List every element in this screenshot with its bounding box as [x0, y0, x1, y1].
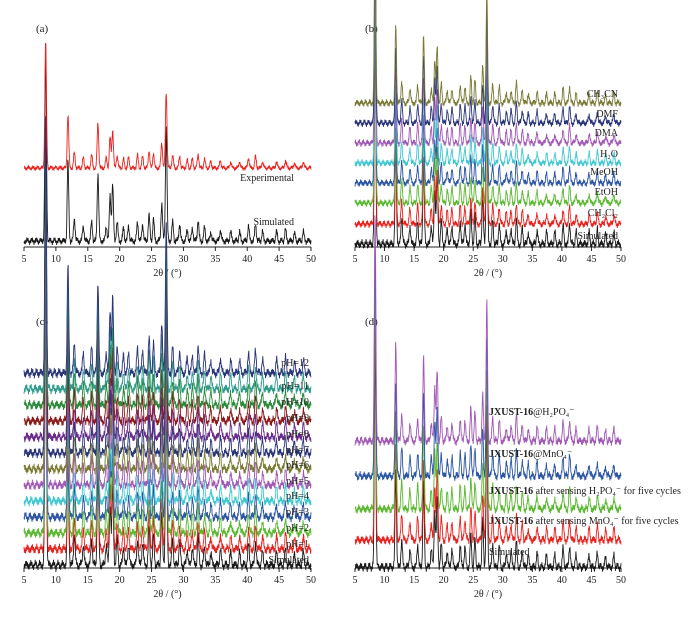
series-label: JXUST-16 after sensing H₂PO₄⁻ for five c… [489, 486, 681, 497]
series-line [354, 310, 622, 545]
x-tick-label: 10 [51, 575, 61, 586]
x-tick-label: 20 [439, 254, 449, 265]
series-label: JXUST-16@MnO₄⁻ [489, 449, 572, 460]
x-tick-label: 35 [527, 254, 537, 265]
series-label: pH=10 [281, 397, 309, 408]
panel-label: (a) [36, 23, 49, 35]
series-line [354, 281, 622, 515]
x-tick-label: 10 [380, 575, 390, 586]
series-label: pH=5 [286, 476, 309, 487]
series-label: pH=11 [282, 381, 310, 392]
series-line [23, 42, 312, 172]
series-line [354, 0, 622, 108]
series-label: pH=1 [286, 539, 309, 550]
x-tick-label: 15 [83, 254, 93, 265]
x-tick-label: 5 [22, 254, 27, 265]
x-tick-label: 15 [83, 575, 93, 586]
x-tick-label: 15 [409, 254, 419, 265]
series-line [354, 20, 622, 208]
x-tick-label: 45 [274, 575, 284, 586]
x-tick-label: 40 [242, 254, 252, 265]
series-label: Simulated [268, 555, 309, 566]
series-label: Experimental [240, 173, 294, 184]
series-label: CH₃CN [587, 89, 618, 100]
series-label: JXUST-16@H₂PO₄⁻ [489, 407, 575, 418]
series-line [354, 215, 622, 446]
x-tick-label: 50 [306, 254, 316, 265]
x-tick-label: 45 [274, 254, 284, 265]
series-label: pH=2 [286, 523, 309, 534]
series-label: JXUST-16 after sensing MnO₄⁻ for five cy… [489, 516, 679, 527]
series-label: MeOH [590, 167, 618, 178]
x-tick-label: 40 [557, 254, 567, 265]
series-label: Simulated [253, 217, 294, 228]
series-label: pH=7 [286, 445, 309, 456]
x-tick-label: 25 [468, 575, 478, 586]
series-line [354, 250, 622, 481]
x-tick-label: 20 [439, 575, 449, 586]
x-tick-label: 10 [380, 254, 390, 265]
x-tick-label: 15 [409, 575, 419, 586]
series-label: DMF [596, 109, 618, 120]
x-tick-label: 45 [586, 254, 596, 265]
x-tick-label: 10 [51, 254, 61, 265]
x-tick-label: 50 [616, 254, 626, 265]
x-tick-label: 25 [468, 254, 478, 265]
x-tick-label: 25 [147, 254, 157, 265]
series-line [354, 0, 622, 128]
series-line [354, 38, 622, 229]
x-axis-label: 2θ / (°) [153, 268, 181, 279]
series-line [354, 340, 622, 572]
panel-0: (a) 5 10 15 20 25 30 35 40 45 50 2θ / (°) Simulated E… [22, 23, 317, 279]
series-line [23, 52, 312, 246]
series-line [354, 0, 622, 147]
x-tick-label: 35 [527, 575, 537, 586]
x-tick-label: 50 [616, 575, 626, 586]
x-tick-label: 20 [115, 575, 125, 586]
series-label: Simulated [489, 547, 530, 558]
series-label: pH=8 [286, 429, 309, 440]
x-tick-label: 35 [210, 575, 220, 586]
x-axis-label: 2θ / (°) [474, 268, 502, 279]
x-tick-label: 30 [498, 254, 508, 265]
x-tick-label: 5 [353, 575, 358, 586]
series-label: pH=12 [281, 358, 309, 369]
series-label: H₂O [600, 149, 618, 160]
series-label: CH₂Cl₂ [588, 208, 618, 219]
series-line [354, 3, 622, 188]
x-tick-label: 40 [242, 575, 252, 586]
x-tick-label: 40 [557, 575, 567, 586]
x-tick-label: 35 [210, 254, 220, 265]
x-tick-label: 25 [147, 575, 157, 586]
series-label: pH=6 [286, 460, 309, 471]
series-line [23, 116, 312, 379]
series-label: pH=9 [286, 413, 309, 424]
series-label: EtOH [595, 187, 618, 198]
series-label: DMA [595, 128, 619, 139]
x-tick-label: 30 [498, 575, 508, 586]
x-tick-label: 5 [353, 254, 358, 265]
x-tick-label: 45 [586, 575, 596, 586]
x-axis-label: 2θ / (°) [153, 589, 181, 600]
series-label: pH=4 [286, 491, 309, 502]
x-tick-label: 30 [178, 254, 188, 265]
series-label: pH=3 [286, 507, 309, 518]
x-tick-label: 5 [22, 575, 27, 586]
series-label: Simulated [577, 231, 618, 242]
x-tick-label: 50 [306, 575, 316, 586]
x-tick-label: 30 [178, 575, 188, 586]
x-tick-label: 20 [115, 254, 125, 265]
x-axis-label: 2θ / (°) [474, 589, 502, 600]
